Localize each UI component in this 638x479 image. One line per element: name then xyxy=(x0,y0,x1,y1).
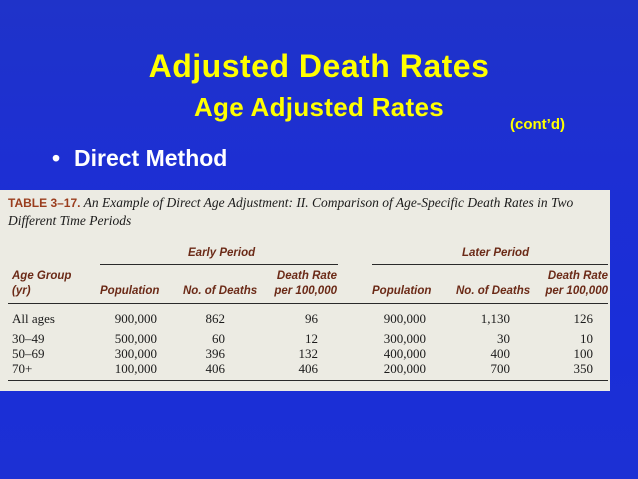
col-population-early: Population xyxy=(100,285,160,297)
cell-deaths-early: 862 xyxy=(205,311,226,326)
slide-subtitle: Age Adjusted Rates xyxy=(193,92,445,122)
cell-deaths-early: 406 xyxy=(205,361,226,376)
early-period-rule xyxy=(100,264,338,265)
col-population-later: Population xyxy=(372,285,432,297)
col-deaths-later: No. of Deaths xyxy=(456,285,531,297)
continued-label: (cont’d) xyxy=(510,116,565,133)
cell-population-later: 200,000 xyxy=(383,361,426,376)
cell-rate-early: 96 xyxy=(305,311,318,326)
cell-age: 70+ xyxy=(12,361,33,376)
col-rate-early-line2: per 100,000 xyxy=(274,285,337,297)
cell-rate-later: 100 xyxy=(573,346,594,361)
cell-rate-early: 406 xyxy=(298,361,319,376)
slide-title: Adjusted Death Rates xyxy=(148,48,490,84)
table-caption: TABLE 3–17. An Example of Direct Age Adj… xyxy=(8,194,608,230)
cell-population-later: 900,000 xyxy=(383,311,426,326)
bullet-text: Direct Method xyxy=(74,145,228,171)
bottom-rule xyxy=(8,380,608,381)
col-deaths-early: No. of Deaths xyxy=(183,285,258,297)
bullet-item: • Direct Method xyxy=(52,145,227,172)
col-age-group-line2: (yr) xyxy=(12,285,31,297)
cell-deaths-later: 1,130 xyxy=(480,311,510,326)
cell-age: 30–49 xyxy=(12,331,45,346)
col-rate-early-line1: Death Rate xyxy=(276,270,337,282)
cell-deaths-later: 400 xyxy=(490,346,511,361)
cell-age: 50–69 xyxy=(12,346,45,361)
col-rate-later-line2: per 100,000 xyxy=(545,285,608,297)
cell-rate-later: 350 xyxy=(573,361,594,376)
cell-rate-later: 126 xyxy=(573,311,594,326)
cell-rate-early: 132 xyxy=(298,346,319,361)
cell-population-early: 100,000 xyxy=(114,361,157,376)
cell-deaths-early: 60 xyxy=(212,331,225,346)
later-period-rule xyxy=(372,264,608,265)
cell-deaths-early: 396 xyxy=(205,346,226,361)
cell-population-early: 900,000 xyxy=(114,311,157,326)
table-label: TABLE 3–17. xyxy=(8,196,81,210)
col-age-group-line1: Age Group xyxy=(12,270,72,282)
cell-population-later: 400,000 xyxy=(383,346,426,361)
cell-population-early: 500,000 xyxy=(114,331,157,346)
later-period-header: Later Period xyxy=(462,247,530,259)
bullet-symbol: • xyxy=(52,145,61,171)
cell-deaths-later: 30 xyxy=(497,331,510,346)
early-period-header: Early Period xyxy=(188,247,256,259)
cell-age: All ages xyxy=(12,311,55,326)
header-rule xyxy=(8,303,608,304)
cell-population-early: 300,000 xyxy=(114,346,157,361)
cell-rate-early: 12 xyxy=(305,331,318,346)
cell-population-later: 300,000 xyxy=(383,331,426,346)
col-rate-later-line1: Death Rate xyxy=(547,270,608,282)
table-caption-text: An Example of Direct Age Adjustment: II.… xyxy=(8,195,574,228)
cell-deaths-later: 700 xyxy=(490,361,511,376)
cell-rate-later: 10 xyxy=(580,331,593,346)
age-adjustment-table: TABLE 3–17. An Example of Direct Age Adj… xyxy=(0,190,610,391)
